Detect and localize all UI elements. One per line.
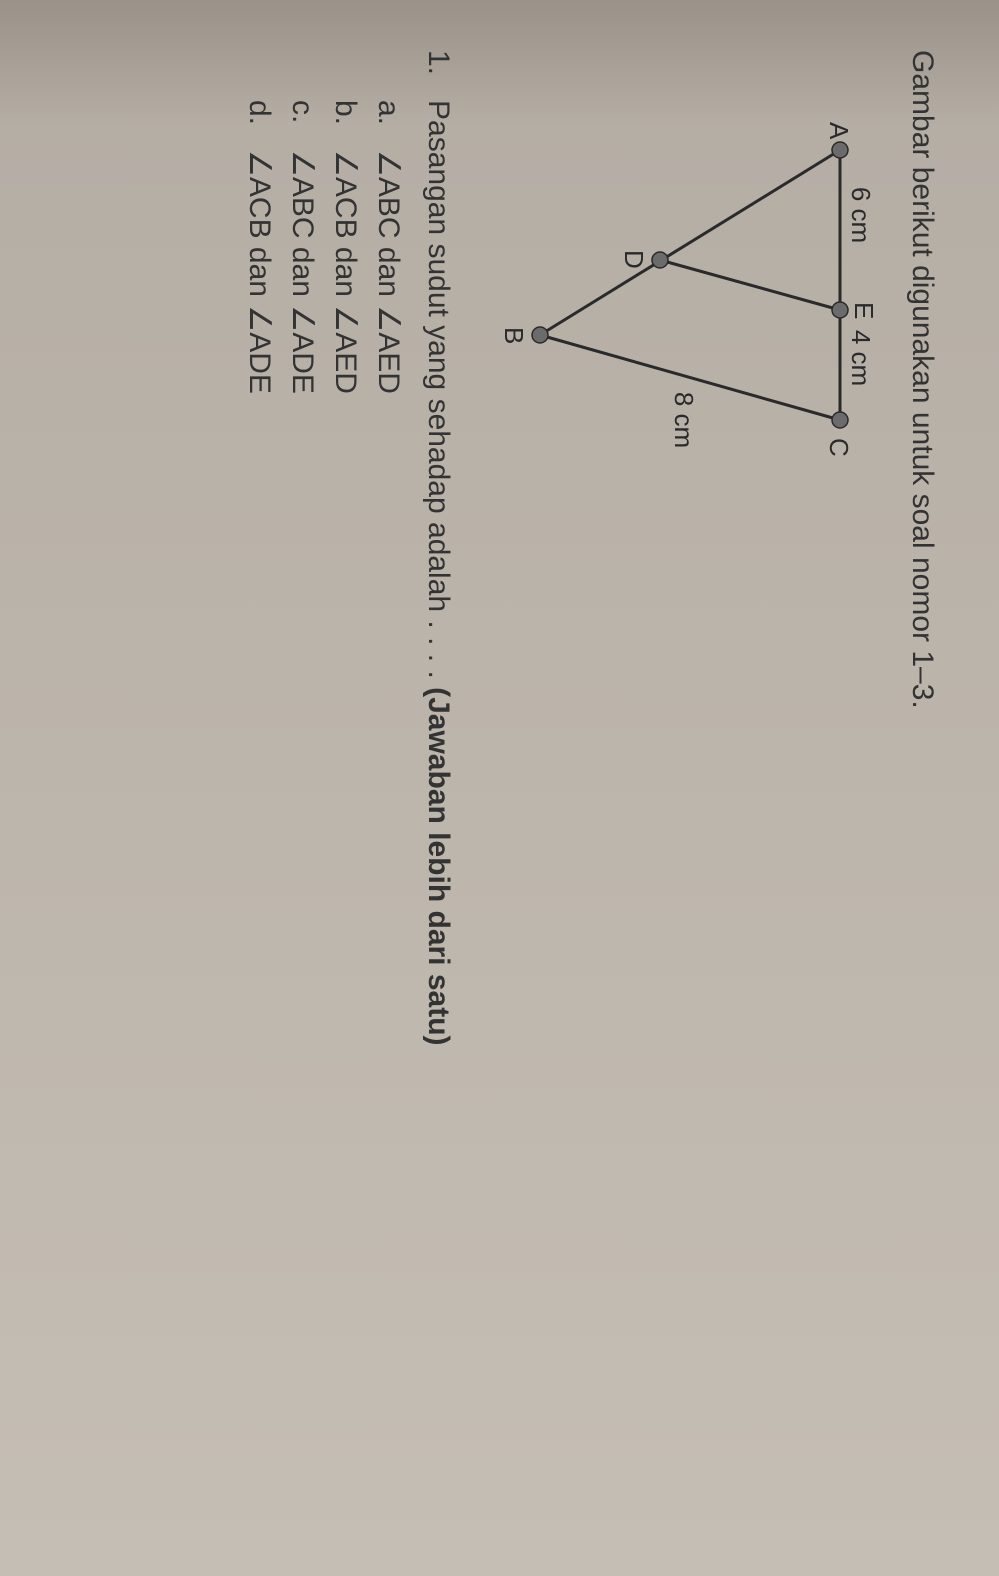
vertex-D (652, 252, 668, 268)
option-letter: a. (371, 100, 405, 150)
option-row: d.∠ACB dan ∠ADE (242, 100, 277, 1526)
question-body: Pasangan sudut yang sehadap adalah . . .… (234, 100, 455, 1526)
option-letter: b. (328, 100, 362, 150)
diagram-svg: A E C D B 6 cm 4 cm 8 cm (480, 110, 880, 530)
vertex-label-D: D (619, 250, 649, 269)
vertex-label-B: B (499, 327, 529, 344)
vertex-B (532, 327, 548, 343)
vertex-A (832, 142, 848, 158)
option-text: ∠ABC dan ∠ADE (285, 150, 320, 1526)
option-text: ∠ABC dan ∠AED (371, 150, 406, 1526)
question-text-main: Pasangan sudut yang sehadap adalah . . .… (422, 100, 455, 687)
vertex-label-C: C (824, 438, 854, 457)
option-text: ∠ACB dan ∠AED (328, 150, 363, 1526)
vertex-label-A: A (824, 122, 854, 140)
option-letter: c. (285, 100, 319, 150)
option-row: b.∠ACB dan ∠AED (328, 100, 363, 1526)
edge-label-CB: 8 cm (669, 392, 699, 448)
options-list: a.∠ABC dan ∠AEDb.∠ACB dan ∠AEDc.∠ABC dan… (242, 100, 406, 1526)
question-text-bold: (Jawaban lebih dari satu) (422, 687, 455, 1045)
question-text: Pasangan sudut yang sehadap adalah . . .… (421, 100, 455, 1526)
vertex-label-E: E (849, 302, 879, 319)
vertex-C (832, 412, 848, 428)
edge (540, 150, 840, 335)
page-content: Gambar berikut digunakan untuk soal nomo… (0, 0, 999, 1576)
edge-label-AE: 6 cm (846, 187, 876, 243)
option-row: c.∠ABC dan ∠ADE (285, 100, 320, 1526)
option-text: ∠ACB dan ∠ADE (242, 150, 277, 1526)
option-letter: d. (242, 100, 276, 150)
question-1: 1. Pasangan sudut yang sehadap adalah . … (234, 50, 455, 1526)
edge (660, 260, 840, 310)
triangle-diagram: A E C D B 6 cm 4 cm 8 cm (475, 110, 880, 1526)
vertex-E (832, 302, 848, 318)
option-row: a.∠ABC dan ∠AED (371, 100, 406, 1526)
intro-text: Gambar berikut digunakan untuk soal nomo… (905, 50, 939, 1526)
edge-label-EC: 4 cm (846, 330, 876, 386)
question-number: 1. (421, 50, 455, 100)
